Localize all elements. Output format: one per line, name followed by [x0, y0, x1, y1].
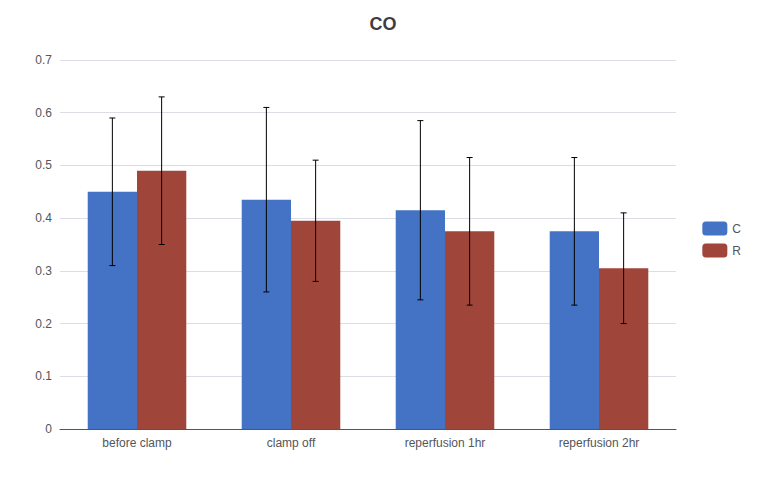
- svg-text:0.2: 0.2: [35, 317, 52, 331]
- svg-text:0: 0: [45, 422, 52, 436]
- svg-text:C: C: [732, 222, 741, 236]
- svg-text:clamp off: clamp off: [267, 436, 316, 450]
- svg-text:CO: CO: [370, 14, 397, 34]
- svg-text:0.3: 0.3: [35, 264, 52, 278]
- svg-text:0.5: 0.5: [35, 158, 52, 172]
- svg-text:0.6: 0.6: [35, 106, 52, 120]
- svg-text:reperfusion 2hr: reperfusion 2hr: [559, 436, 640, 450]
- svg-text:before clamp: before clamp: [102, 436, 172, 450]
- svg-text:0.7: 0.7: [35, 53, 52, 67]
- svg-text:reperfusion 1hr: reperfusion 1hr: [405, 436, 486, 450]
- svg-text:0.4: 0.4: [35, 211, 52, 225]
- svg-text:R: R: [732, 244, 741, 258]
- svg-text:0.1: 0.1: [35, 369, 52, 383]
